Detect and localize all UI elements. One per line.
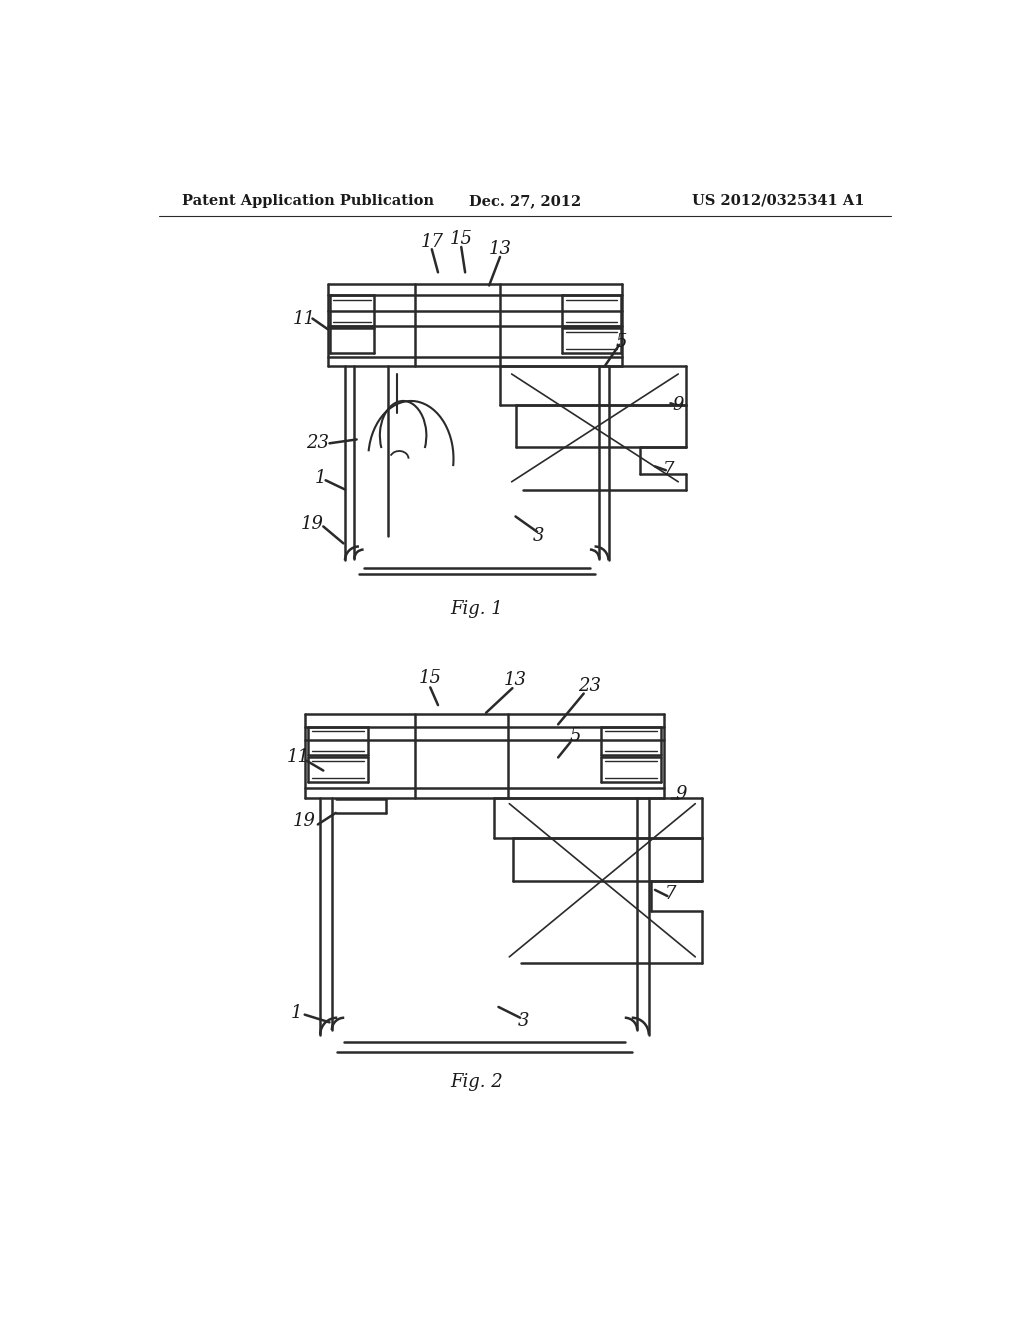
- Text: 9: 9: [676, 784, 687, 803]
- Text: 1: 1: [291, 1005, 303, 1022]
- Text: Dec. 27, 2012: Dec. 27, 2012: [469, 194, 581, 207]
- Text: 11: 11: [287, 748, 310, 767]
- Text: 13: 13: [504, 672, 527, 689]
- Text: 5: 5: [615, 333, 627, 351]
- Text: 19: 19: [301, 515, 324, 533]
- Text: Fig. 1: Fig. 1: [451, 599, 503, 618]
- Text: 3: 3: [534, 527, 545, 545]
- Text: 11: 11: [293, 310, 316, 327]
- Text: 15: 15: [450, 230, 473, 248]
- Text: 1: 1: [314, 469, 326, 487]
- Text: 7: 7: [664, 461, 675, 479]
- Text: 13: 13: [488, 240, 512, 259]
- Text: 19: 19: [293, 812, 316, 829]
- Text: 9: 9: [673, 396, 684, 413]
- Text: Fig. 2: Fig. 2: [451, 1073, 503, 1092]
- Text: 17: 17: [420, 232, 443, 251]
- Text: 15: 15: [419, 669, 441, 688]
- Text: Patent Application Publication: Patent Application Publication: [182, 194, 434, 207]
- Text: 23: 23: [306, 434, 330, 453]
- Text: 23: 23: [578, 677, 601, 694]
- Text: US 2012/0325341 A1: US 2012/0325341 A1: [692, 194, 864, 207]
- Text: 7: 7: [665, 884, 676, 903]
- Text: 3: 3: [517, 1012, 529, 1030]
- Text: 5: 5: [569, 727, 581, 744]
